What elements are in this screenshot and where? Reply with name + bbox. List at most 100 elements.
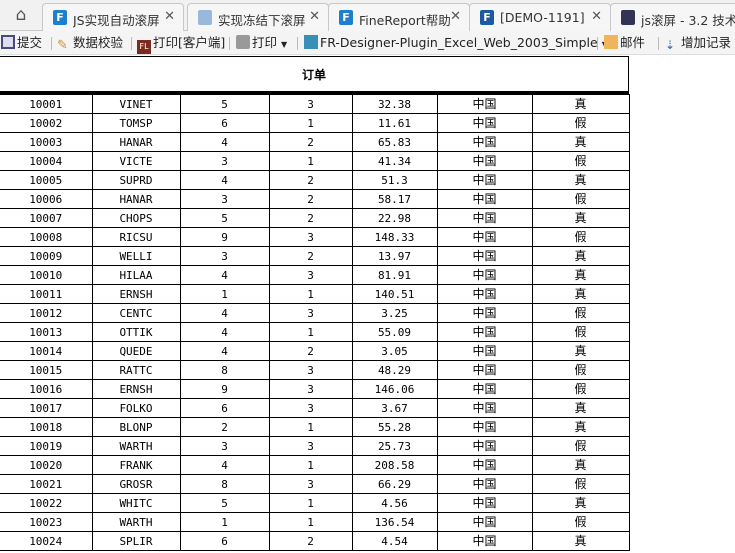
cell-country[interactable]: 中国 — [436, 322, 533, 342]
cell-shipper[interactable]: 1 — [268, 417, 353, 437]
cell-country[interactable]: 中国 — [436, 303, 533, 323]
cell-quantity[interactable]: 4 — [179, 322, 270, 342]
cell-order-id[interactable]: 10005 — [0, 170, 93, 190]
cell-flag[interactable]: 真 — [531, 531, 630, 551]
add-record-button[interactable]: ⇣ 增加记录 — [665, 35, 732, 52]
cell-flag[interactable]: 假 — [531, 436, 630, 456]
cell-flag[interactable]: 假 — [531, 360, 630, 380]
cell-country[interactable]: 中国 — [436, 265, 533, 285]
cell-customer[interactable]: ERNSH — [91, 284, 181, 304]
cell-country[interactable]: 中国 — [436, 341, 533, 361]
cell-flag[interactable]: 真 — [531, 170, 630, 190]
cell-order-id[interactable]: 10019 — [0, 436, 93, 456]
cell-shipper[interactable]: 1 — [268, 113, 353, 133]
cell-flag[interactable]: 假 — [531, 227, 630, 247]
cell-flag[interactable]: 真 — [531, 284, 630, 304]
cell-shipper[interactable]: 2 — [268, 341, 353, 361]
cell-flag[interactable]: 真 — [531, 341, 630, 361]
cell-shipper[interactable]: 1 — [268, 512, 353, 532]
cell-freight[interactable]: 3.67 — [351, 398, 438, 418]
cell-freight[interactable]: 3.25 — [351, 303, 438, 323]
cell-country[interactable]: 中国 — [436, 360, 533, 380]
cell-flag[interactable]: 假 — [531, 151, 630, 171]
cell-flag[interactable]: 假 — [531, 303, 630, 323]
cell-order-id[interactable]: 10002 — [0, 113, 93, 133]
cell-quantity[interactable]: 4 — [179, 455, 270, 475]
cell-customer[interactable]: HILAA — [91, 265, 181, 285]
cell-quantity[interactable]: 1 — [179, 512, 270, 532]
browser-tab[interactable]: F [DEMO-1191] ✕ — [469, 3, 611, 31]
cell-freight[interactable]: 136.54 — [351, 512, 438, 532]
cell-flag[interactable]: 真 — [531, 246, 630, 266]
cell-freight[interactable]: 140.51 — [351, 284, 438, 304]
cell-freight[interactable]: 146.06 — [351, 379, 438, 399]
cell-order-id[interactable]: 10017 — [0, 398, 93, 418]
cell-country[interactable]: 中国 — [436, 531, 533, 551]
cell-country[interactable]: 中国 — [436, 284, 533, 304]
close-tab-icon[interactable]: ✕ — [591, 9, 602, 24]
cell-shipper[interactable]: 2 — [268, 246, 353, 266]
cell-order-id[interactable]: 10007 — [0, 208, 93, 228]
cell-customer[interactable]: VINET — [91, 94, 181, 114]
cell-order-id[interactable]: 10014 — [0, 341, 93, 361]
cell-order-id[interactable]: 10024 — [0, 531, 93, 551]
cell-order-id[interactable]: 10004 — [0, 151, 93, 171]
cell-flag[interactable]: 真 — [531, 398, 630, 418]
cell-customer[interactable]: CHOPS — [91, 208, 181, 228]
cell-quantity[interactable]: 8 — [179, 360, 270, 380]
cell-shipper[interactable]: 2 — [268, 170, 353, 190]
cell-freight[interactable]: 32.38 — [351, 94, 438, 114]
cell-country[interactable]: 中国 — [436, 436, 533, 456]
print-button[interactable]: 打印 ▼ — [236, 34, 287, 52]
cell-country[interactable]: 中国 — [436, 379, 533, 399]
cell-flag[interactable]: 假 — [531, 322, 630, 342]
cell-quantity[interactable]: 5 — [179, 208, 270, 228]
cell-flag[interactable]: 真 — [531, 94, 630, 114]
cell-order-id[interactable]: 10006 — [0, 189, 93, 209]
cell-flag[interactable]: 假 — [531, 474, 630, 494]
cell-order-id[interactable]: 10015 — [0, 360, 93, 380]
cell-customer[interactable]: SUPRD — [91, 170, 181, 190]
cell-quantity[interactable]: 3 — [179, 246, 270, 266]
cell-shipper[interactable]: 3 — [268, 436, 353, 456]
cell-shipper[interactable]: 1 — [268, 455, 353, 475]
cell-quantity[interactable]: 9 — [179, 379, 270, 399]
cell-order-id[interactable]: 10016 — [0, 379, 93, 399]
cell-quantity[interactable]: 4 — [179, 170, 270, 190]
cell-country[interactable]: 中国 — [436, 417, 533, 437]
cell-customer[interactable]: RICSU — [91, 227, 181, 247]
cell-country[interactable]: 中国 — [436, 455, 533, 475]
cell-shipper[interactable]: 3 — [268, 94, 353, 114]
cell-country[interactable]: 中国 — [436, 512, 533, 532]
cell-quantity[interactable]: 8 — [179, 474, 270, 494]
cell-freight[interactable]: 4.54 — [351, 531, 438, 551]
cell-freight[interactable]: 13.97 — [351, 246, 438, 266]
cell-country[interactable]: 中国 — [436, 398, 533, 418]
cell-freight[interactable]: 41.34 — [351, 151, 438, 171]
cell-customer[interactable]: FOLKO — [91, 398, 181, 418]
home-icon[interactable]: ⌂ — [15, 5, 27, 25]
cell-flag[interactable]: 假 — [531, 113, 630, 133]
cell-freight[interactable]: 3.05 — [351, 341, 438, 361]
cell-flag[interactable]: 真 — [531, 265, 630, 285]
cell-shipper[interactable]: 3 — [268, 265, 353, 285]
cell-freight[interactable]: 51.3 — [351, 170, 438, 190]
cell-customer[interactable]: GROSR — [91, 474, 181, 494]
cell-flag[interactable]: 真 — [531, 417, 630, 437]
cell-order-id[interactable]: 10013 — [0, 322, 93, 342]
cell-quantity[interactable]: 6 — [179, 113, 270, 133]
cell-freight[interactable]: 25.73 — [351, 436, 438, 456]
cell-country[interactable]: 中国 — [436, 113, 533, 133]
cell-country[interactable]: 中国 — [436, 474, 533, 494]
cell-shipper[interactable]: 2 — [268, 208, 353, 228]
cell-freight[interactable]: 66.29 — [351, 474, 438, 494]
cell-shipper[interactable]: 3 — [268, 379, 353, 399]
cell-customer[interactable]: ERNSH — [91, 379, 181, 399]
cell-country[interactable]: 中国 — [436, 170, 533, 190]
cell-country[interactable]: 中国 — [436, 132, 533, 152]
cell-customer[interactable]: OTTIK — [91, 322, 181, 342]
cell-freight[interactable]: 81.91 — [351, 265, 438, 285]
cell-country[interactable]: 中国 — [436, 227, 533, 247]
cell-freight[interactable]: 48.29 — [351, 360, 438, 380]
cell-customer[interactable]: RATTC — [91, 360, 181, 380]
